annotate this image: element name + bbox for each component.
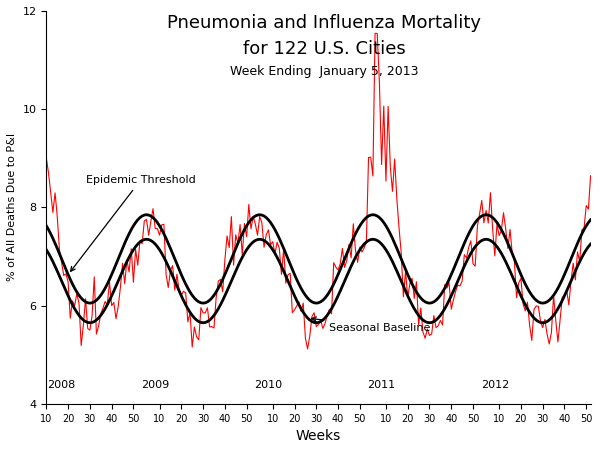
X-axis label: Weeks: Weeks: [296, 429, 341, 443]
Text: 2011: 2011: [367, 380, 395, 390]
Text: for 122 U.S. Cities: for 122 U.S. Cities: [242, 40, 406, 58]
Text: Pneumonia and Influenza Mortality: Pneumonia and Influenza Mortality: [167, 14, 481, 32]
Text: 2010: 2010: [254, 380, 283, 390]
Text: Epidemic Threshold: Epidemic Threshold: [71, 176, 195, 271]
Y-axis label: % of All Deaths Due to P&I: % of All Deaths Due to P&I: [7, 133, 17, 281]
Text: 2012: 2012: [481, 380, 509, 390]
Text: Seasonal Baseline: Seasonal Baseline: [312, 317, 431, 333]
Text: 2008: 2008: [47, 380, 76, 390]
Text: 2009: 2009: [141, 380, 169, 390]
Text: Week Ending  January 5, 2013: Week Ending January 5, 2013: [230, 65, 418, 78]
